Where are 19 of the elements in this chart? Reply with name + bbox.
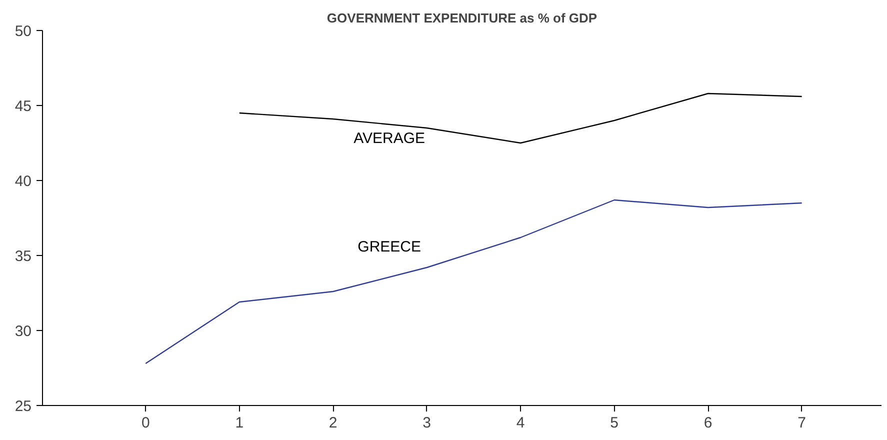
chart-title: GOVERNMENT EXPENDITURE as % of GDP [326, 10, 598, 26]
line-series [238, 92, 802, 144]
y-tick-label: 40 [14, 173, 32, 190]
x-tick-label: 1 [235, 414, 244, 432]
y-tick-label: 35 [14, 248, 32, 265]
line-series [145, 199, 802, 364]
x-tick-label: 3 [422, 414, 432, 432]
series-label: AVERAGE [354, 130, 426, 147]
x-tick-label: 5 [610, 414, 619, 432]
y-tick-label: 30 [14, 323, 32, 340]
series-label: GREECE [358, 238, 422, 256]
x-tick-label: 6 [704, 414, 712, 432]
x-tick-label: 7 [798, 414, 806, 432]
x-tick-label: 0 [141, 414, 150, 432]
y-tick-label: 25 [14, 398, 32, 415]
x-tick-label: 4 [516, 414, 525, 432]
y-tick-label: 45 [14, 98, 32, 115]
x-tick-label: 2 [328, 414, 338, 432]
y-tick-label: 50 [14, 23, 32, 40]
